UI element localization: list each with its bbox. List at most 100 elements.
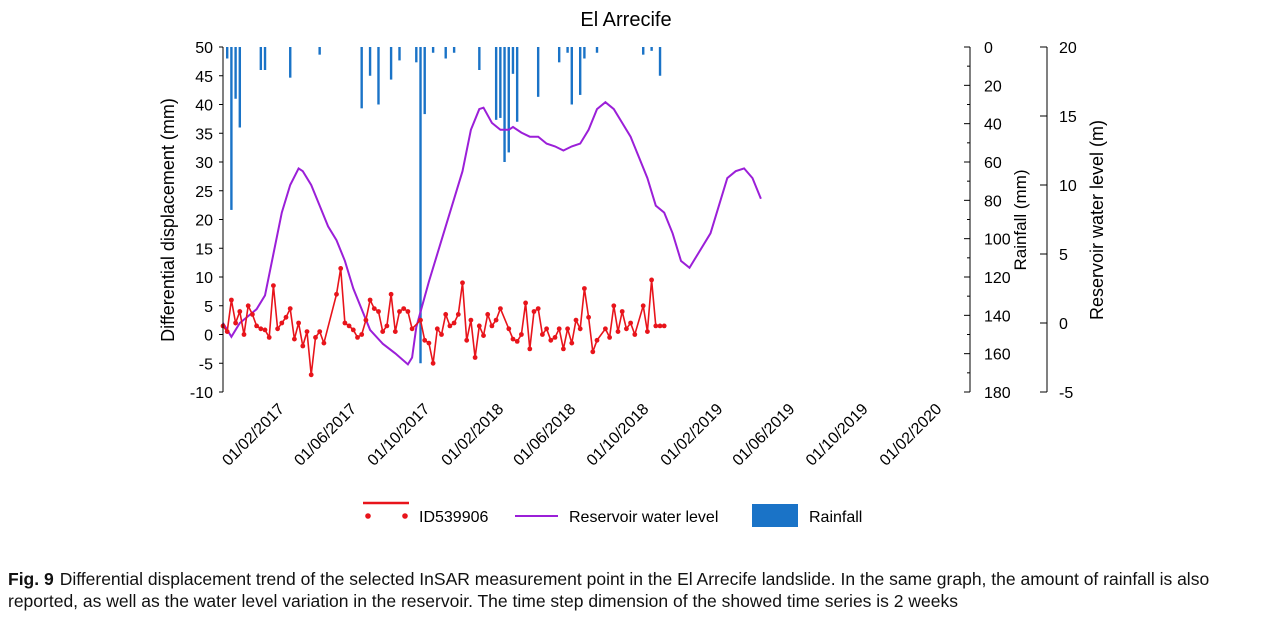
- water-level-tick-label-4: 0: [1059, 316, 1068, 333]
- rainfall-bar-1: [230, 47, 233, 210]
- rainfall-tick-label-4: 80: [984, 193, 1002, 210]
- displacement-point-53: [455, 312, 461, 317]
- water-level-tick-label-5: -5: [1059, 385, 1073, 402]
- displacement-point-1: [224, 329, 230, 334]
- rainfall-tick-label-9: 180: [984, 385, 1011, 402]
- displacement-point-39: [392, 329, 398, 334]
- x-tick-label-3: 01/02/2018: [439, 401, 508, 470]
- water-level-tick-label-1: 15: [1059, 109, 1077, 126]
- displacement-point-11: [266, 335, 272, 340]
- rainfall-bar-15: [423, 47, 426, 115]
- figure-label: Fig. 9: [8, 569, 54, 589]
- water-level-axis-label: Reservoir water level (m): [1087, 120, 1107, 320]
- displacement-series: [220, 266, 667, 378]
- plot-area: [223, 47, 956, 392]
- rainfall-bar-17: [444, 47, 447, 59]
- left-tick-label-7: 15: [195, 241, 213, 258]
- left-tick-label-2: 40: [195, 98, 213, 115]
- x-tick-label-5: 01/10/2018: [584, 401, 653, 470]
- displacement-point-20: [304, 329, 310, 334]
- rainfall-bar-14: [419, 47, 422, 364]
- left-tick-label-4: 30: [195, 155, 213, 172]
- rainfall-bar-32: [595, 47, 599, 53]
- displacement-point-22: [313, 335, 318, 340]
- displacement-point-32: [363, 317, 369, 323]
- displacement-point-2: [229, 297, 234, 303]
- rainfall-bar-20: [494, 47, 498, 120]
- displacement-point-50: [443, 312, 449, 317]
- displacement-point-43: [409, 326, 415, 332]
- displacement-point-47: [430, 360, 436, 366]
- rainfall-bar-4: [259, 47, 263, 70]
- rainfall-bar-8: [360, 47, 363, 109]
- displacement-point-65: [510, 336, 516, 342]
- rainfall-bar-23: [507, 47, 510, 153]
- displacement-point-59: [481, 333, 486, 338]
- rainfall-bar-11: [389, 47, 393, 80]
- displacement-point-21: [308, 372, 314, 378]
- displacement-point-94: [640, 303, 646, 309]
- displacement-point-99: [661, 323, 667, 329]
- rainfall-bar-27: [557, 47, 561, 63]
- legend-label-rainfall: Rainfall: [809, 509, 862, 526]
- reservoir-level-series: [222, 100, 762, 366]
- displacement-point-85: [594, 337, 600, 343]
- left-tick-label-10: 0: [204, 328, 213, 345]
- displacement-point-56: [468, 317, 474, 323]
- rainfall-bar-6: [289, 47, 292, 78]
- rainfall-bar-33: [642, 47, 645, 55]
- displacement-point-87: [607, 335, 612, 340]
- displacement-point-60: [485, 312, 491, 317]
- displacement-point-79: [569, 340, 575, 346]
- displacement-point-78: [565, 326, 570, 332]
- displacement-point-95: [645, 329, 650, 334]
- displacement-point-57: [472, 355, 478, 360]
- displacement-point-51: [447, 323, 453, 329]
- rainfall-bar-3: [238, 47, 242, 128]
- displacement-point-14: [279, 320, 285, 326]
- rainfall-bar-34: [650, 47, 653, 51]
- displacement-point-92: [628, 320, 633, 326]
- rainfall-bar-18: [452, 47, 456, 53]
- rainfall-bar-2: [234, 47, 237, 99]
- rainfall-axis-label: Rainfall (mm): [1011, 169, 1030, 270]
- displacement-point-23: [317, 329, 323, 334]
- displacement-point-81: [577, 326, 583, 332]
- legend-marker-displacement-1: [365, 513, 371, 519]
- displacement-point-93: [632, 332, 638, 337]
- rainfall-bar-22: [503, 47, 506, 162]
- displacement-point-8: [254, 323, 259, 329]
- displacement-point-88: [611, 303, 617, 309]
- displacement-point-80: [573, 317, 579, 323]
- displacement-point-31: [359, 332, 365, 337]
- displacement-point-3: [233, 320, 239, 326]
- displacement-point-33: [367, 297, 373, 303]
- displacement-point-98: [657, 323, 663, 329]
- left-tick-label-3: 35: [195, 126, 213, 143]
- rainfall-bar-30: [578, 47, 582, 95]
- figure-caption: Fig. 9 Differential displacement trend of…: [8, 568, 1270, 612]
- displacement-point-63: [498, 306, 503, 311]
- displacement-point-10: [262, 327, 268, 333]
- legend-marker-displacement-2: [402, 513, 408, 519]
- x-tick-label-2: 01/10/2017: [365, 401, 434, 470]
- displacement-point-73: [544, 326, 549, 332]
- x-tick-label-7: 01/06/2019: [730, 401, 799, 470]
- x-tick-label-8: 01/10/2019: [803, 401, 872, 470]
- displacement-point-62: [493, 317, 499, 323]
- left-tick-label-5: 25: [195, 184, 213, 201]
- displacement-point-48: [434, 326, 440, 332]
- displacement-point-25: [334, 291, 339, 297]
- legend-swatch-rainfall: [752, 504, 798, 527]
- displacement-point-86: [603, 326, 608, 332]
- displacement-point-15: [283, 314, 289, 320]
- displacement-point-58: [476, 323, 482, 329]
- left-tick-label-9: 5: [204, 299, 213, 316]
- displacement-point-4: [237, 309, 243, 314]
- rainfall-tick-label-5: 100: [984, 232, 1011, 249]
- displacement-point-75: [552, 335, 558, 340]
- rainfall-tick-label-2: 40: [984, 117, 1002, 134]
- displacement-point-84: [590, 349, 596, 355]
